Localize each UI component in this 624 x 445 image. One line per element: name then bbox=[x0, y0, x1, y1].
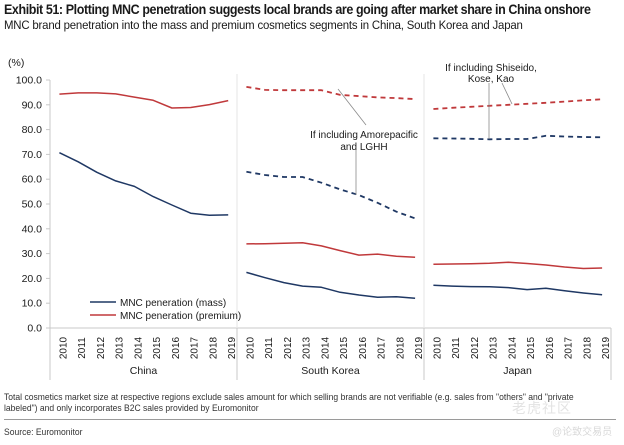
y-tick-label: 50.0 bbox=[22, 199, 43, 211]
divider bbox=[4, 419, 616, 420]
source-note: Source: Euromonitor bbox=[4, 427, 83, 437]
y-axis-label: (%) bbox=[8, 57, 24, 69]
y-tick-label: 100.0 bbox=[16, 75, 42, 87]
x-tick-label: 2011 bbox=[264, 337, 275, 359]
x-tick-label: 2015 bbox=[152, 336, 163, 359]
y-tick-label: 10.0 bbox=[22, 298, 43, 310]
series-line-japan-premium-solid bbox=[433, 261, 603, 270]
x-tick-label: 2019 bbox=[414, 336, 425, 359]
y-tick-label: 40.0 bbox=[22, 223, 43, 235]
x-tick-label: 2017 bbox=[190, 336, 201, 359]
y-tick-label: 70.0 bbox=[22, 149, 43, 161]
annotation-leader-sk-premium bbox=[337, 88, 367, 126]
x-tick-label: 2014 bbox=[133, 336, 144, 359]
group-label: South Korea bbox=[301, 365, 360, 377]
series-line-china-mass-solid bbox=[59, 152, 229, 216]
footnote-line-1: Total cosmetics market size at respectiv… bbox=[4, 392, 574, 402]
footnote: Total cosmetics market size at respectiv… bbox=[4, 392, 574, 413]
series-layer bbox=[59, 86, 603, 299]
legend-label-premium: MNC peneration (premium) bbox=[120, 311, 241, 322]
line-chart: (%) 0.0 10.0 20.0 30.0 40.0 50.0 60.0 70.0 80.0 9… bbox=[8, 57, 612, 380]
annotation-jp-line1: If including Shiseido, bbox=[445, 63, 537, 74]
legend: MNC peneration (mass) MNC peneration (pr… bbox=[90, 298, 241, 322]
x-tick-label: 2011 bbox=[77, 337, 88, 359]
y-tick-label: 60.0 bbox=[22, 174, 43, 186]
x-tick-label: 2018 bbox=[395, 336, 406, 359]
series-line-south-korea-premium-dashed bbox=[246, 86, 416, 100]
y-axis: 0.0 10.0 20.0 30.0 40.0 50.0 60.0 70.0 80.0 90.0 1… bbox=[16, 75, 51, 335]
x-tick-label: 2017 bbox=[564, 336, 575, 359]
series-line-south-korea-premium-solid bbox=[246, 241, 416, 259]
x-tick-label: 2018 bbox=[208, 336, 219, 359]
x-tick-label: 2016 bbox=[358, 336, 369, 359]
group-label: China bbox=[130, 365, 158, 377]
x-tick-label: 2016 bbox=[171, 336, 182, 359]
x-tick-label: 2015 bbox=[339, 336, 350, 359]
x-tick-label: 2010 bbox=[58, 336, 69, 359]
x-tick-label: 2010 bbox=[245, 336, 256, 359]
x-tick-label: 2015 bbox=[526, 336, 537, 359]
series-line-japan-premium-dashed bbox=[433, 98, 603, 110]
series-line-south-korea-mass-solid bbox=[246, 271, 416, 299]
watermark-handle: @论致交易员 bbox=[552, 427, 613, 438]
exhibit-subtitle: MNC brand penetration into the mass and … bbox=[4, 18, 523, 32]
series-line-south-korea-mass-dashed bbox=[246, 170, 416, 220]
x-tick-label: 2014 bbox=[507, 336, 518, 359]
annotation-leader-jp-premium bbox=[501, 82, 513, 105]
y-tick-label: 30.0 bbox=[22, 248, 43, 260]
y-tick-label: 90.0 bbox=[22, 99, 43, 111]
series-line-china-premium-solid bbox=[59, 92, 229, 109]
x-tick-label: 2016 bbox=[545, 336, 556, 359]
footnote-line-2: labeled") and only incorporates B2C sale… bbox=[4, 402, 259, 413]
x-tick-label: 2019 bbox=[601, 336, 612, 359]
x-tick-label: 2019 bbox=[227, 336, 238, 359]
x-tick-label: 2012 bbox=[470, 336, 481, 359]
annotation-sk-line1: If including Amorepacific bbox=[310, 130, 418, 141]
annotations: If including Amorepacific and LGHH If in… bbox=[310, 63, 537, 195]
series-line-japan-mass-solid bbox=[433, 284, 603, 296]
annotation-jp-line2: Kose, Kao bbox=[468, 74, 515, 85]
x-tick-label: 2013 bbox=[302, 336, 313, 359]
x-axis: 2010 2011 2012 2013 2014 2015 2016 2017 2018 2019… bbox=[49, 74, 612, 380]
exhibit-title: Exhibit 51: Plotting MNC penetration sug… bbox=[4, 2, 591, 17]
x-tick-label: 2017 bbox=[377, 336, 388, 359]
series-line-japan-mass-dashed bbox=[433, 134, 603, 141]
annotation-sk-line2: and LGHH bbox=[340, 142, 387, 153]
x-tick-label: 2018 bbox=[582, 336, 593, 359]
y-tick-label: 80.0 bbox=[22, 124, 43, 136]
y-tick-label: 0.0 bbox=[27, 323, 42, 335]
x-tick-label: 2012 bbox=[96, 336, 107, 359]
x-tick-label: 2013 bbox=[489, 336, 500, 359]
legend-label-mass: MNC peneration (mass) bbox=[120, 298, 226, 309]
x-tick-label: 2014 bbox=[320, 336, 331, 359]
group-label: Japan bbox=[503, 365, 532, 377]
x-tick-label: 2010 bbox=[432, 336, 443, 359]
x-tick-label: 2013 bbox=[115, 336, 126, 359]
watermark: 老虎社区 bbox=[512, 400, 572, 416]
x-tick-label: 2011 bbox=[451, 337, 462, 359]
x-tick-label: 2012 bbox=[283, 336, 294, 359]
y-tick-label: 20.0 bbox=[22, 273, 43, 285]
